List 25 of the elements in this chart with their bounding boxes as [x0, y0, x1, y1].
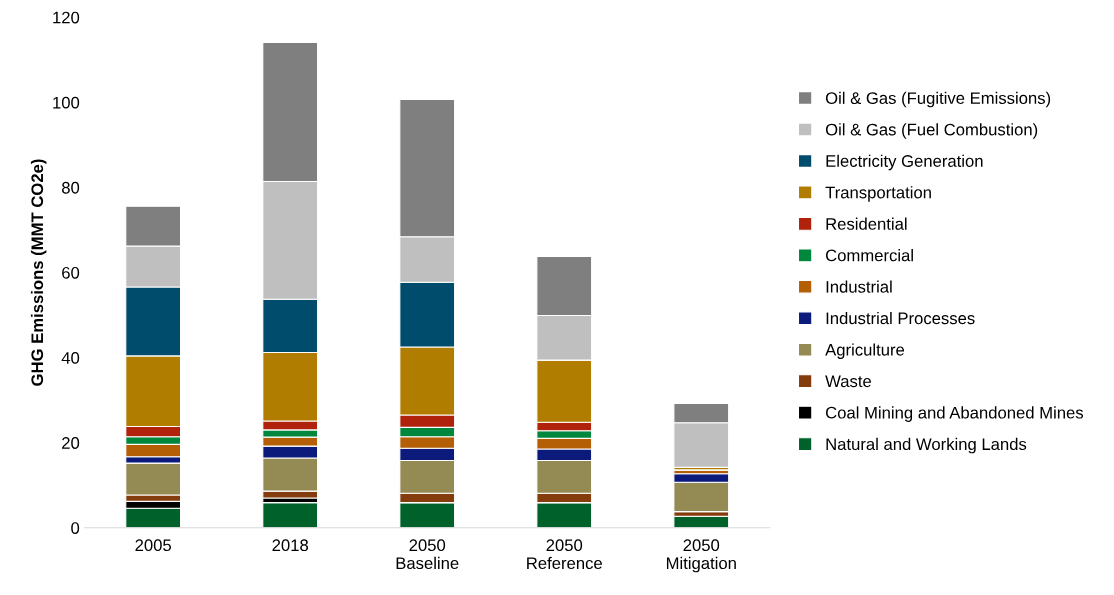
y-tick-label: 120	[53, 11, 80, 24]
legend-label: Commercial	[825, 249, 913, 262]
legend-label: Coal Mining and Abandoned Mines	[825, 406, 1084, 422]
legend-label: Oil & Gas (Fugitive Emissions)	[825, 91, 1051, 108]
x-tick-label: 2005	[135, 539, 172, 552]
legend-label: Residential	[826, 217, 907, 230]
y-tick-label: 20	[62, 437, 80, 449]
legend-label: Industrial Processes	[826, 311, 975, 325]
y-tick-label: 40	[61, 352, 80, 364]
x-tick-label: 2050 Reference	[527, 539, 602, 570]
legend-label: Waste	[825, 375, 872, 388]
x-tick-label: 2050 Baseline	[396, 539, 459, 570]
y-tick-label: 100	[53, 96, 80, 109]
y-tick-label: 80	[61, 181, 80, 194]
y-tick-label: 0	[71, 522, 80, 534]
legend-label: Oil & Gas (Fuel Combustion)	[825, 123, 1038, 139]
legend-label: Transportation	[825, 186, 931, 202]
legend-label: Natural and Working Lands	[826, 437, 1027, 454]
x-tick-label: 2050 Mitigation	[666, 539, 736, 573]
legend-label: Agriculture	[825, 343, 905, 359]
legend-label: Electricity Generation	[826, 154, 983, 171]
legend-label: Industrial	[826, 280, 892, 293]
x-tick-label: 2018	[272, 539, 309, 552]
y-tick-label: 60	[62, 266, 80, 279]
y-axis-title: GHG Emissions (MMT CO2e)	[30, 159, 47, 386]
